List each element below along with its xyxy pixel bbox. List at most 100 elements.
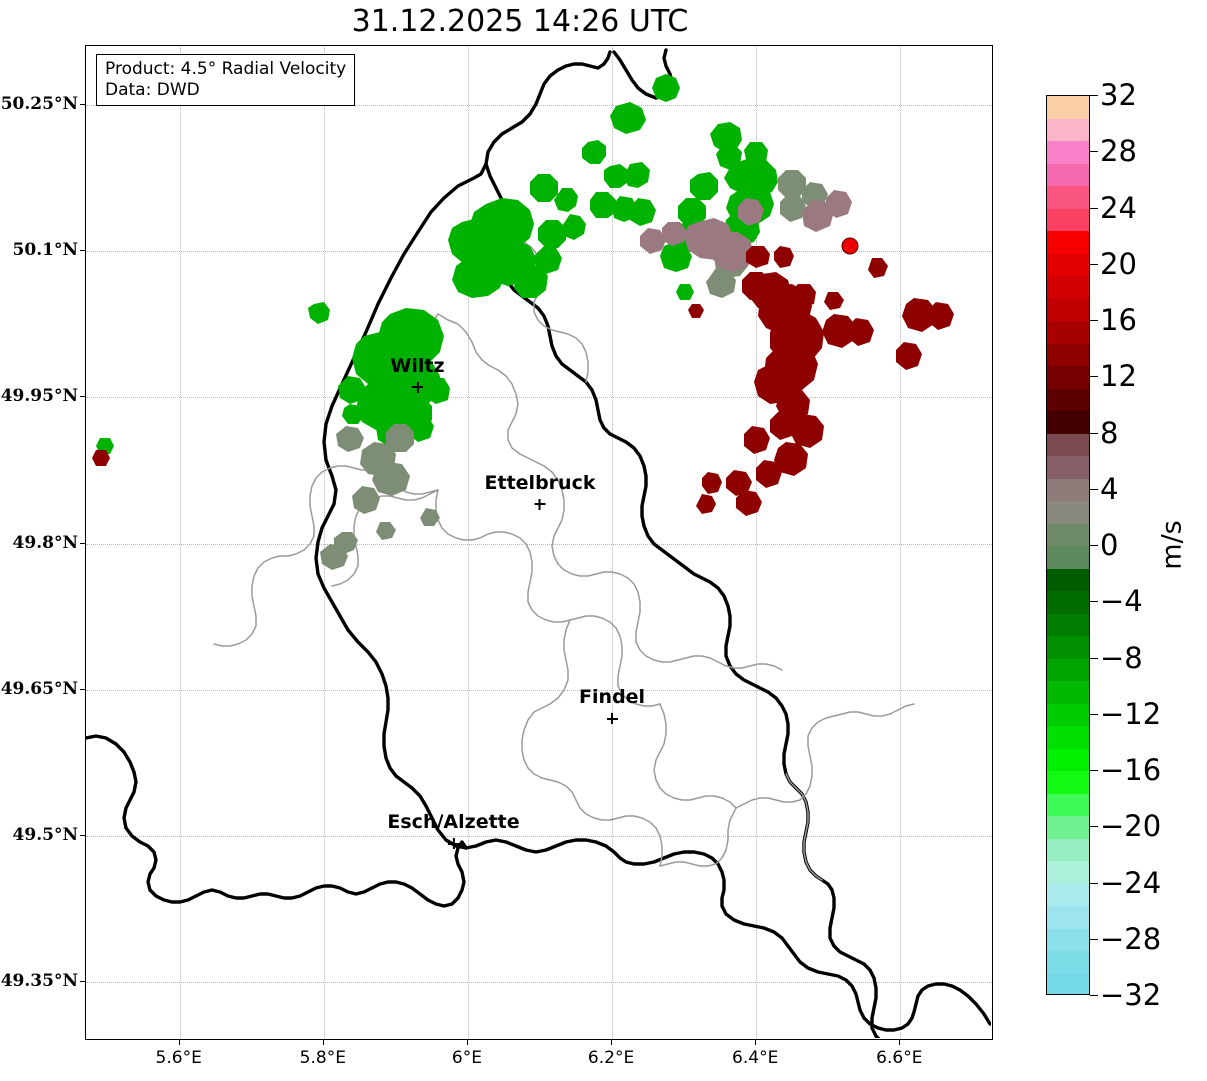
border-southeast-france-germany bbox=[874, 1034, 881, 1038]
gridline-vertical bbox=[467, 46, 469, 1039]
colorbar-tick-label: −32 bbox=[1100, 978, 1162, 1012]
gridline-horizontal bbox=[86, 982, 992, 984]
colorbar-tickmark bbox=[1090, 713, 1098, 715]
colorbar-band bbox=[1047, 681, 1089, 705]
city-label-ettelbruck: Ettelbruck bbox=[484, 471, 596, 510]
colorbar-tickmark bbox=[1090, 263, 1098, 265]
x-tickmark bbox=[611, 1040, 613, 1045]
city-marker-icon bbox=[411, 381, 423, 393]
colorbar-tickmark bbox=[1090, 938, 1098, 940]
colorbar-tickmark bbox=[1090, 432, 1098, 434]
colorbar-band bbox=[1047, 703, 1089, 727]
colorbar-band bbox=[1047, 816, 1089, 840]
colorbar-tickmark bbox=[1090, 601, 1098, 603]
colorbar-tickmark bbox=[1090, 826, 1098, 828]
colorbar-band bbox=[1047, 658, 1089, 682]
city-label-findel: Findel bbox=[579, 686, 646, 725]
colorbar-band bbox=[1047, 748, 1089, 772]
colorbar-band bbox=[1047, 411, 1089, 435]
colorbar-tick-label: 24 bbox=[1100, 190, 1137, 225]
gridline-vertical bbox=[900, 46, 902, 1039]
city-name: Findel bbox=[579, 686, 646, 709]
colorbar-band bbox=[1047, 186, 1089, 210]
gridline-horizontal bbox=[86, 397, 992, 399]
radar-echo-receding bbox=[92, 246, 954, 516]
product-info-box: Product: 4.5° Radial Velocity Data: DWD bbox=[96, 54, 356, 107]
map-geometry bbox=[86, 48, 991, 1038]
colorbar-band bbox=[1047, 591, 1089, 615]
colorbar-tick-label: −24 bbox=[1100, 865, 1162, 900]
colorbar-band bbox=[1047, 456, 1089, 480]
colorbar-tickmark bbox=[1090, 545, 1098, 546]
colorbar-band bbox=[1047, 636, 1089, 660]
gridline-horizontal bbox=[86, 104, 992, 106]
colorbar-band bbox=[1047, 861, 1089, 885]
colorbar-band bbox=[1047, 771, 1089, 795]
colorbar-band bbox=[1047, 613, 1089, 637]
y-tickmark bbox=[80, 835, 85, 837]
colorbar-band bbox=[1047, 501, 1089, 525]
map-plot-area[interactable]: Wiltz Ettelbruck Findel Esch/Alzette Produc… bbox=[85, 45, 993, 1040]
colorbar-band bbox=[1047, 568, 1089, 592]
colorbar-band bbox=[1047, 433, 1089, 457]
x-tick-label: 6.6°E bbox=[876, 1048, 923, 1068]
y-tickmark bbox=[80, 981, 85, 983]
colorbar-band bbox=[1047, 906, 1089, 930]
x-axis-ticks: 5.6°E 5.8°E 6°E 6.2°E 6.4°E 6.6°E bbox=[85, 1048, 993, 1076]
colorbar-band bbox=[1047, 163, 1089, 187]
radar-site-marker[interactable] bbox=[841, 237, 859, 255]
x-tickmark bbox=[178, 1040, 180, 1045]
colorbar-tick-label: 0 bbox=[1100, 528, 1119, 562]
colorbar-band bbox=[1047, 141, 1089, 165]
colorbar[interactable] bbox=[1046, 95, 1090, 995]
colorbar-band bbox=[1047, 793, 1089, 817]
colorbar-band bbox=[1047, 523, 1089, 547]
y-tick-label: 49.65°N bbox=[0, 678, 78, 699]
y-tick-label: 49.5°N bbox=[12, 825, 78, 846]
y-tickmark bbox=[80, 103, 85, 105]
colorbar-tickmark bbox=[1090, 151, 1098, 153]
city-name: Ettelbruck bbox=[484, 471, 596, 494]
city-name: Esch/Alzette bbox=[387, 811, 520, 834]
colorbar-band bbox=[1047, 726, 1089, 750]
x-tickmark bbox=[899, 1040, 901, 1045]
colorbar-band bbox=[1047, 343, 1089, 367]
colorbar-tickmark bbox=[1090, 207, 1098, 209]
colorbar-tick-label: −16 bbox=[1100, 753, 1162, 787]
y-tick-label: 49.35°N bbox=[0, 971, 78, 992]
gridline-horizontal bbox=[86, 689, 992, 691]
radar-echo-approaching bbox=[96, 74, 778, 454]
gridline-vertical bbox=[612, 46, 614, 1039]
colorbar-tickmark bbox=[1090, 995, 1098, 996]
colorbar-tick-label: −12 bbox=[1100, 696, 1162, 731]
colorbar-tick-label: 32 bbox=[1100, 78, 1137, 112]
x-tick-label: 5.6°E bbox=[155, 1048, 202, 1068]
x-tick-label: 6.2°E bbox=[587, 1048, 635, 1068]
x-tickmark bbox=[755, 1040, 757, 1045]
page-title: 31.12.2025 14:26 UTC bbox=[351, 4, 689, 39]
city-label-wiltz: Wiltz bbox=[390, 356, 445, 393]
colorbar-band bbox=[1047, 276, 1089, 300]
colorbar-band bbox=[1047, 388, 1089, 412]
colorbar-tick-label: 4 bbox=[1100, 471, 1119, 506]
x-tickmark bbox=[466, 1040, 468, 1045]
y-tickmark bbox=[80, 542, 85, 544]
colorbar-tick-label: −20 bbox=[1100, 809, 1162, 844]
internal-boundaries bbox=[213, 211, 915, 881]
colorbar-tickmark bbox=[1090, 882, 1098, 884]
city-label-esch-alzette: Esch/Alzette bbox=[387, 811, 520, 850]
gridline-vertical bbox=[756, 46, 758, 1039]
colorbar-band bbox=[1047, 321, 1089, 345]
x-tick-label: 5.8°E bbox=[299, 1048, 346, 1068]
x-tick-label: 6.4°E bbox=[732, 1048, 779, 1068]
colorbar-tick-label: 12 bbox=[1100, 359, 1137, 394]
colorbar-band bbox=[1047, 546, 1089, 570]
gridline-vertical bbox=[179, 46, 181, 1039]
x-tickmark bbox=[322, 1040, 324, 1045]
colorbar-unit-label: m/s bbox=[1156, 520, 1188, 570]
x-tick-label: 6°E bbox=[451, 1048, 482, 1068]
colorbar-tick-label: 16 bbox=[1100, 303, 1137, 337]
colorbar-band bbox=[1047, 96, 1089, 120]
colorbar-tickmark bbox=[1090, 376, 1098, 378]
colorbar-band bbox=[1047, 231, 1089, 255]
